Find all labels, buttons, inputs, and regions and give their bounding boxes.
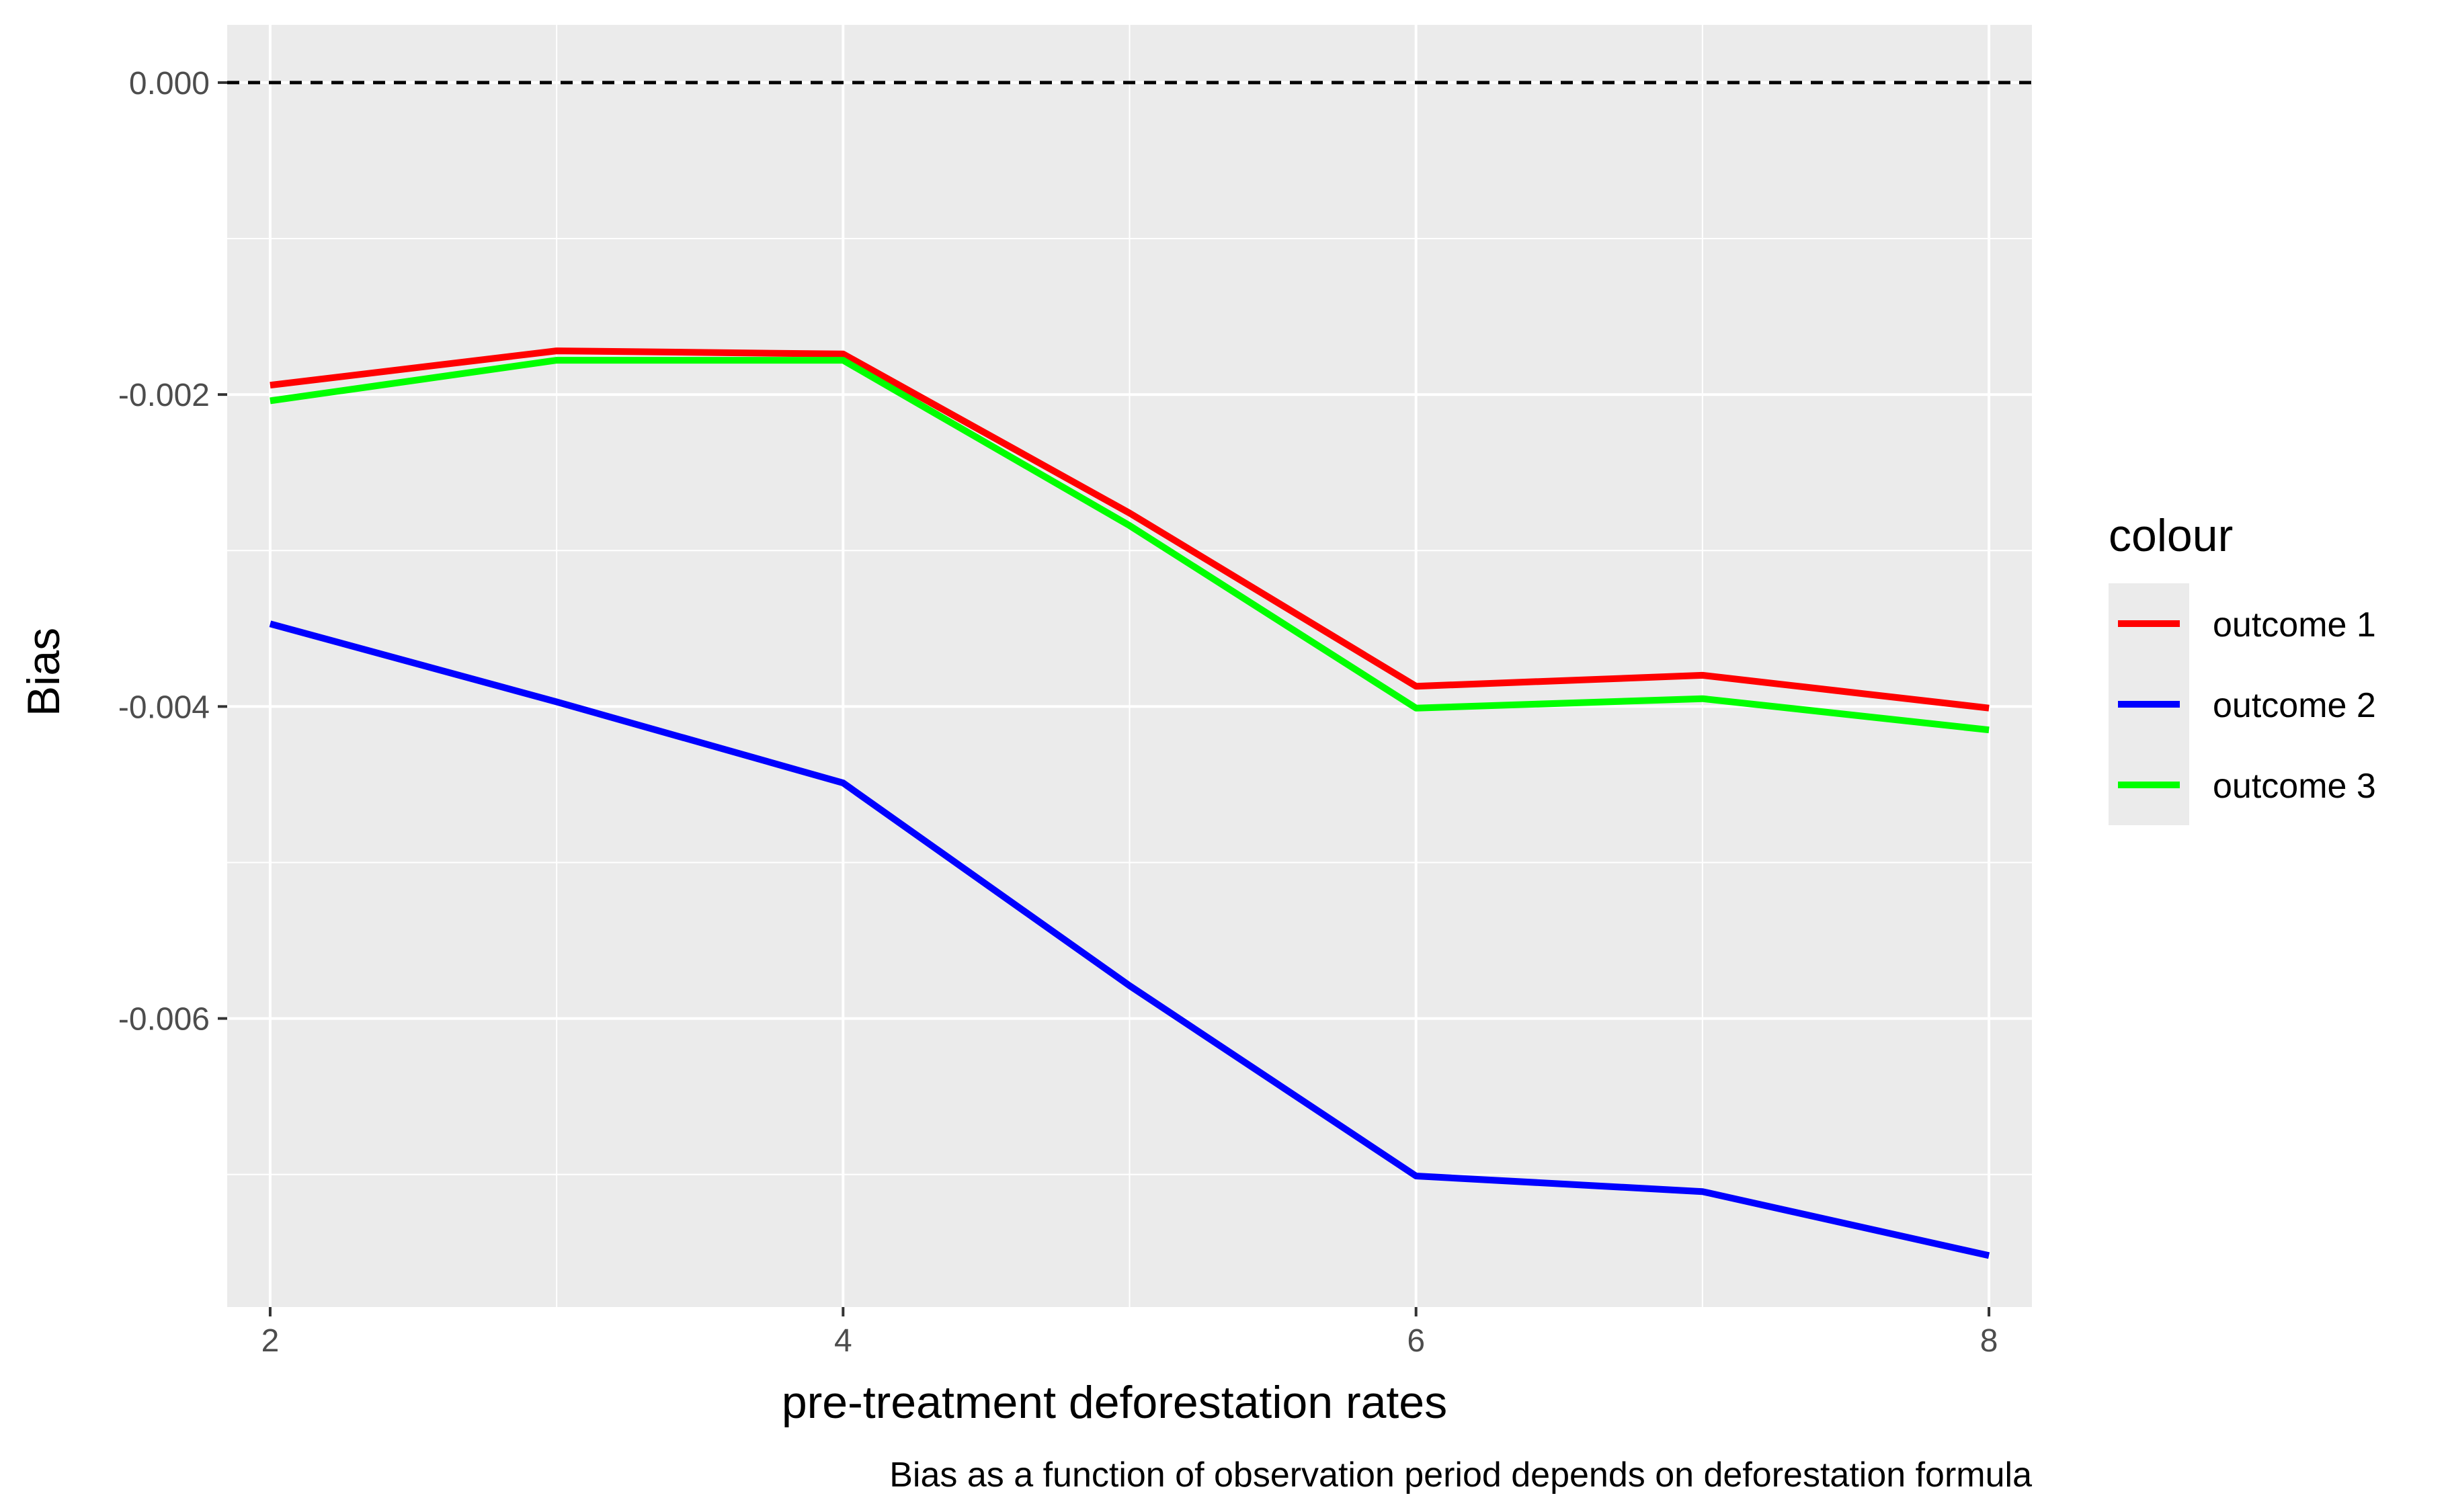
legend-title: colour: [2109, 510, 2233, 561]
legend-label-1: outcome 1: [2213, 605, 2376, 644]
legend: colour outcome 1 outcome 2 outcome 3: [2109, 510, 2376, 825]
legend-label-3: outcome 3: [2213, 767, 2376, 806]
y-tick-label: -0.002: [118, 378, 210, 413]
series-line-3: [270, 357, 1990, 734]
x-tick-label: 6: [1407, 1323, 1425, 1359]
series-line-1: [270, 347, 1990, 712]
y-tick-label: -0.004: [118, 689, 210, 725]
y-tick-label: -0.006: [118, 1002, 210, 1038]
series-line-2: [269, 620, 1990, 1259]
x-tick-label: 2: [261, 1323, 280, 1359]
x-tick-label: 8: [1980, 1323, 1998, 1359]
y-axis-ticks: 0.000 -0.002 -0.004 -0.006: [118, 66, 227, 1038]
y-tick-label: 0.000: [129, 66, 210, 101]
x-tick-label: 4: [834, 1323, 852, 1359]
chart-caption: Bias as a function of observation period…: [889, 1456, 2032, 1495]
minor-gridlines: [227, 25, 2032, 1307]
x-axis-ticks: 2 4 6 8: [261, 1307, 1998, 1359]
y-axis-title: Bias: [18, 628, 69, 716]
x-axis-title: pre-treatment deforestation rates: [782, 1377, 1447, 1428]
series-lines: [269, 347, 1990, 1259]
legend-label-2: outcome 2: [2213, 686, 2376, 725]
